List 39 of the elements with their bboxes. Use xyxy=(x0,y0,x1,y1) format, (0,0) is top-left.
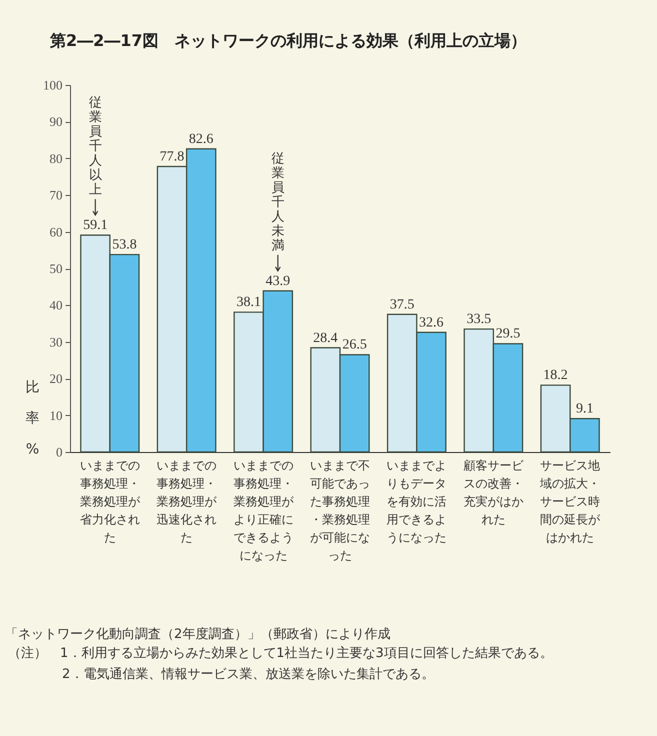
text: 「ネットワーク化動向調査（2年度調査）」（郵政省）により作成 xyxy=(5,626,390,642)
x-tick-label: いままで不可能であった事務処理・業務処理が可能になった xyxy=(310,458,370,562)
x-tick-label: サービス地域の拡大・サービス時間の延長がはかれた xyxy=(539,458,602,544)
y-tick-label: 10 xyxy=(50,408,62,423)
text: 従業員千人以上 xyxy=(88,96,102,198)
text: 従業員千人未満 xyxy=(271,151,284,254)
y-tick-label: 60 xyxy=(50,224,62,240)
y-tick-label: 100 xyxy=(43,78,62,92)
data-label: 77.8 xyxy=(160,149,184,164)
data-label: 29.5 xyxy=(496,326,520,342)
data-label: 26.5 xyxy=(342,338,367,353)
x-tick-label: いままでの事務処理・業務処理が迅速化された xyxy=(156,458,218,544)
data-label: 59.1 xyxy=(83,218,108,234)
data-label: 28.4 xyxy=(313,330,338,346)
data-label: 82.6 xyxy=(188,132,214,147)
chart-title: 第2―2―17図 ネットワークの利用による効果（利用上の立場） xyxy=(49,31,527,50)
text: （注） 1．利用する立場からみた効果として1社当たり主要な3項目に回答した結果である。 xyxy=(8,645,553,661)
data-label: 32.6 xyxy=(419,315,444,330)
x-tick-label: 顧客サービスの改善・充実がはかれた xyxy=(463,458,524,526)
y-tick-label: 90 xyxy=(50,114,62,130)
y-tick-label: 30 xyxy=(50,334,62,350)
data-label: 38.1 xyxy=(236,295,261,310)
y-tick-label: 40 xyxy=(50,298,62,313)
x-tick-label: いままでの事務処理・業務処理が省力化された xyxy=(80,458,141,544)
x-tick-label: いままでよりもデータを有効に活用できるようになった xyxy=(386,458,447,544)
text: 2．電気通信業、情報サービス業、放送業を除いた集計である。 xyxy=(62,667,434,682)
data-label: 33.5 xyxy=(466,312,492,328)
data-label: 43.9 xyxy=(266,274,290,289)
y-axis-title: 比率% xyxy=(26,380,40,458)
y-tick-label: 20 xyxy=(50,371,62,386)
x-tick-label: いままでの事務処理・業務処理がより正確にできるようになった xyxy=(233,458,294,562)
data-label: 53.8 xyxy=(112,238,137,253)
y-tick-label: 70 xyxy=(50,188,62,203)
y-tick-label: 80 xyxy=(50,150,62,166)
y-tick-label: 50 xyxy=(50,261,62,276)
data-label: 9.1 xyxy=(576,402,594,417)
y-tick-label: 0 xyxy=(56,444,62,460)
data-label: 18.2 xyxy=(543,368,568,384)
data-label: 37.5 xyxy=(390,297,414,312)
